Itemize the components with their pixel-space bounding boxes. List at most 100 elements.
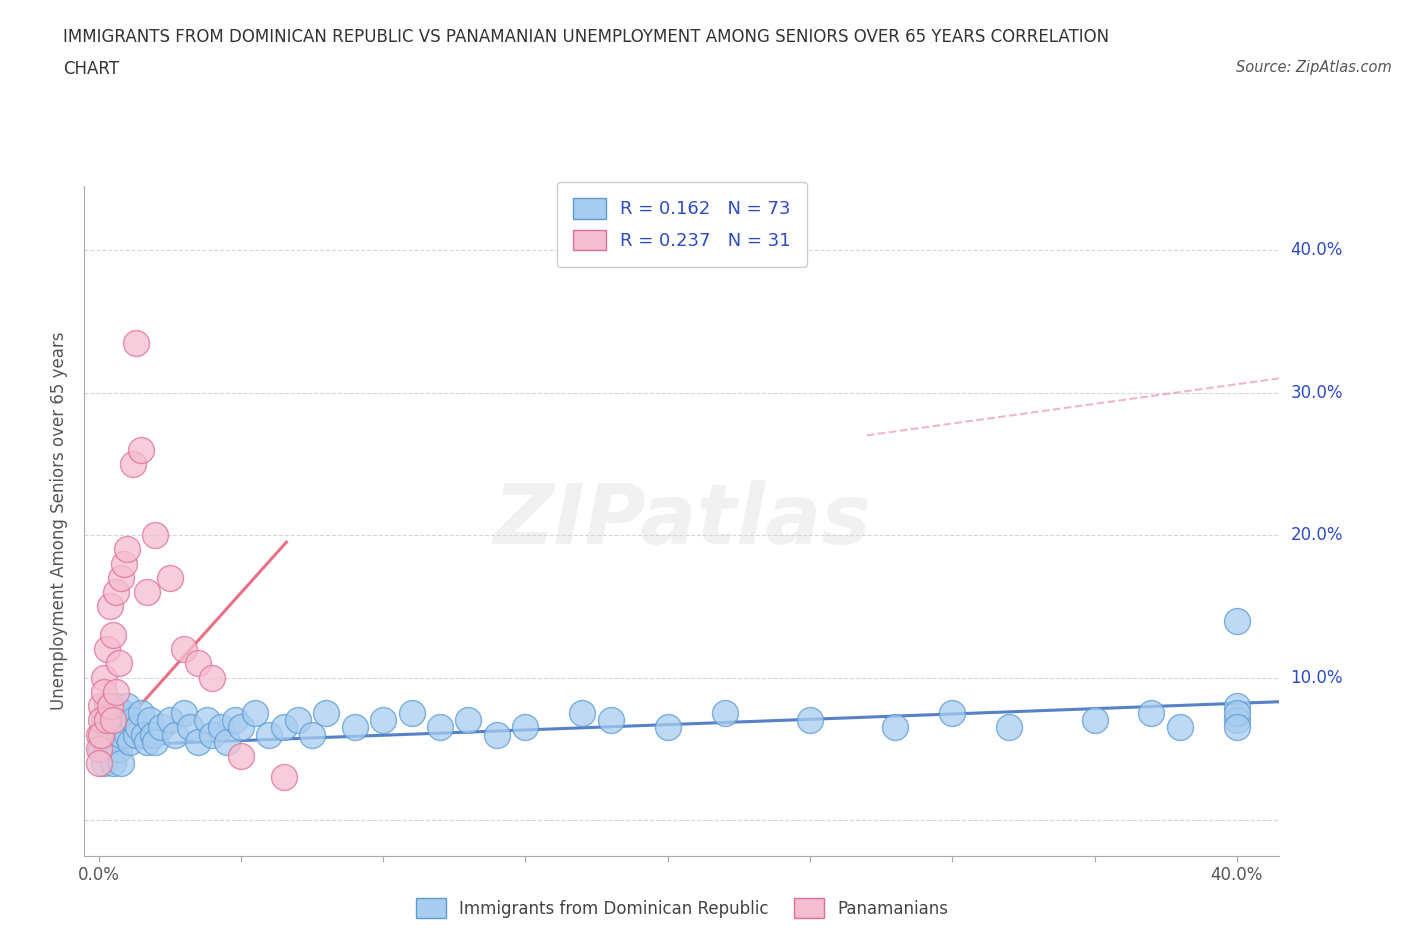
Point	[429, 720, 451, 735]
Point	[657, 720, 679, 735]
Point	[96, 642, 118, 657]
Point	[515, 720, 537, 735]
Point	[201, 671, 224, 685]
Point	[195, 712, 218, 727]
Point	[173, 642, 195, 657]
Legend: Immigrants from Dominican Republic, Panamanians: Immigrants from Dominican Republic, Pana…	[409, 892, 955, 924]
Point	[107, 741, 129, 756]
Point	[101, 712, 124, 727]
Point	[1226, 706, 1249, 721]
Point	[1226, 698, 1249, 713]
Point	[121, 712, 143, 727]
Point	[187, 734, 209, 749]
Point	[93, 684, 115, 699]
Point	[401, 706, 423, 721]
Point	[165, 727, 187, 742]
Point	[139, 712, 162, 727]
Text: ZIPatlas: ZIPatlas	[494, 480, 870, 562]
Point	[145, 527, 167, 542]
Point	[179, 720, 201, 735]
Point	[315, 706, 337, 721]
Point	[101, 755, 124, 770]
Point	[136, 585, 159, 600]
Point	[115, 727, 138, 742]
Point	[243, 706, 266, 721]
Point	[110, 727, 132, 742]
Point	[127, 720, 149, 735]
Point	[96, 712, 118, 727]
Point	[96, 741, 118, 756]
Point	[90, 712, 112, 727]
Point	[159, 570, 181, 585]
Point	[1226, 712, 1249, 727]
Point	[371, 712, 394, 727]
Point	[115, 542, 138, 557]
Point	[104, 684, 127, 699]
Point	[118, 734, 141, 749]
Point	[93, 671, 115, 685]
Point	[229, 720, 252, 735]
Point	[124, 727, 146, 742]
Point	[90, 741, 112, 756]
Point	[121, 457, 143, 472]
Point	[187, 656, 209, 671]
Point	[129, 442, 152, 457]
Point	[201, 727, 224, 742]
Point	[93, 755, 115, 770]
Point	[571, 706, 593, 721]
Point	[104, 720, 127, 735]
Point	[124, 336, 146, 351]
Point	[112, 706, 135, 721]
Text: CHART: CHART	[63, 60, 120, 78]
Text: 40.0%: 40.0%	[1291, 241, 1343, 259]
Point	[215, 734, 238, 749]
Point	[273, 770, 295, 785]
Point	[132, 727, 156, 742]
Point	[112, 720, 135, 735]
Text: IMMIGRANTS FROM DOMINICAN REPUBLIC VS PANAMANIAN UNEMPLOYMENT AMONG SENIORS OVER: IMMIGRANTS FROM DOMINICAN REPUBLIC VS PA…	[63, 28, 1109, 46]
Point	[110, 755, 132, 770]
Text: 20.0%: 20.0%	[1291, 526, 1343, 544]
Point	[998, 720, 1021, 735]
Point	[112, 556, 135, 571]
Point	[209, 720, 232, 735]
Point	[90, 698, 112, 713]
Point	[485, 727, 508, 742]
Y-axis label: Unemployment Among Seniors over 65 years: Unemployment Among Seniors over 65 years	[51, 332, 69, 710]
Point	[713, 706, 735, 721]
Point	[101, 712, 124, 727]
Point	[96, 720, 118, 735]
Point	[1083, 712, 1105, 727]
Point	[101, 628, 124, 643]
Point	[173, 706, 195, 721]
Point	[287, 712, 309, 727]
Point	[301, 727, 323, 742]
Point	[599, 712, 621, 727]
Point	[87, 755, 110, 770]
Point	[142, 727, 165, 742]
Point	[90, 727, 112, 742]
Point	[96, 698, 118, 713]
Point	[115, 698, 138, 713]
Point	[98, 599, 121, 614]
Point	[98, 712, 121, 727]
Point	[90, 727, 112, 742]
Point	[1226, 720, 1249, 735]
Point	[343, 720, 366, 735]
Text: 30.0%: 30.0%	[1291, 383, 1343, 402]
Point	[1168, 720, 1191, 735]
Point	[229, 749, 252, 764]
Point	[941, 706, 963, 721]
Point	[224, 712, 246, 727]
Text: 10.0%: 10.0%	[1291, 669, 1343, 686]
Point	[93, 712, 115, 727]
Point	[129, 706, 152, 721]
Point	[101, 734, 124, 749]
Point	[107, 706, 129, 721]
Point	[159, 712, 181, 727]
Point	[799, 712, 821, 727]
Point	[98, 727, 121, 742]
Point	[145, 734, 167, 749]
Point	[150, 720, 173, 735]
Point	[104, 698, 127, 713]
